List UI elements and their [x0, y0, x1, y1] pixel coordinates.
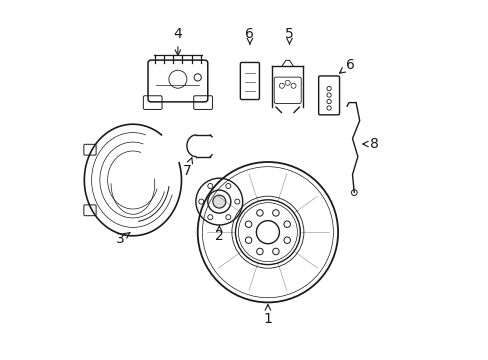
Text: 5: 5: [285, 27, 293, 44]
Circle shape: [212, 195, 225, 208]
Text: 7: 7: [182, 158, 192, 178]
Text: 2: 2: [215, 226, 223, 243]
Text: 3: 3: [116, 233, 130, 246]
Text: 8: 8: [362, 137, 378, 151]
Text: 6: 6: [339, 58, 354, 73]
Text: 4: 4: [173, 27, 182, 55]
Text: 1: 1: [263, 305, 272, 325]
Text: 6: 6: [245, 27, 254, 44]
